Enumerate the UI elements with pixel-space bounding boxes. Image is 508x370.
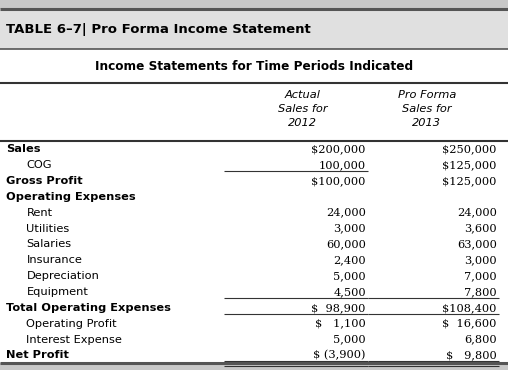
Text: 60,000: 60,000 [326, 239, 366, 249]
Text: $108,400: $108,400 [442, 303, 497, 313]
Bar [0, 9, 508, 49]
Text: Operating Expenses: Operating Expenses [6, 192, 136, 202]
Text: 63,000: 63,000 [457, 239, 497, 249]
Text: 5,000: 5,000 [333, 334, 366, 344]
Text: Income Statements for Time Periods Indicated: Income Statements for Time Periods Indic… [95, 60, 413, 73]
Text: Salaries: Salaries [26, 239, 72, 249]
Text: 4,500: 4,500 [333, 287, 366, 297]
Text: $   1,100: $ 1,100 [315, 319, 366, 329]
Text: Actual
Sales for
2012: Actual Sales for 2012 [277, 90, 327, 128]
Text: Sales: Sales [6, 144, 41, 154]
Text: Rent: Rent [26, 208, 52, 218]
Text: Operating Profit: Operating Profit [26, 319, 117, 329]
Text: Insurance: Insurance [26, 255, 82, 265]
Text: Pro Forma
Sales for
2013: Pro Forma Sales for 2013 [398, 90, 456, 128]
Text: 100,000: 100,000 [319, 160, 366, 170]
Text: Gross Profit: Gross Profit [6, 176, 83, 186]
Text: $250,000: $250,000 [442, 144, 497, 154]
Text: $200,000: $200,000 [311, 144, 366, 154]
Text: Utilities: Utilities [26, 223, 70, 233]
Text: Interest Expense: Interest Expense [26, 334, 122, 344]
Text: $  16,600: $ 16,600 [442, 319, 497, 329]
Text: $125,000: $125,000 [442, 160, 497, 170]
Text: $  98,900: $ 98,900 [311, 303, 366, 313]
Text: 24,000: 24,000 [326, 208, 366, 218]
Text: TABLE 6–7| Pro Forma Income Statement: TABLE 6–7| Pro Forma Income Statement [6, 23, 311, 36]
Text: 24,000: 24,000 [457, 208, 497, 218]
Text: 3,000: 3,000 [464, 255, 497, 265]
Text: Equipment: Equipment [26, 287, 88, 297]
Text: 3,600: 3,600 [464, 223, 497, 233]
Bar [0, 49, 508, 363]
Text: $ (3,900): $ (3,900) [313, 350, 366, 361]
Text: $   9,800: $ 9,800 [446, 350, 497, 360]
Text: 7,800: 7,800 [464, 287, 497, 297]
Text: 6,800: 6,800 [464, 334, 497, 344]
Text: COG: COG [26, 160, 52, 170]
Text: $100,000: $100,000 [311, 176, 366, 186]
Text: 5,000: 5,000 [333, 271, 366, 281]
Text: 3,000: 3,000 [333, 223, 366, 233]
Text: 7,000: 7,000 [464, 271, 497, 281]
Text: $125,000: $125,000 [442, 176, 497, 186]
Text: Net Profit: Net Profit [6, 350, 69, 360]
Text: 2,400: 2,400 [333, 255, 366, 265]
Text: Total Operating Expenses: Total Operating Expenses [6, 303, 171, 313]
Text: Depreciation: Depreciation [26, 271, 99, 281]
